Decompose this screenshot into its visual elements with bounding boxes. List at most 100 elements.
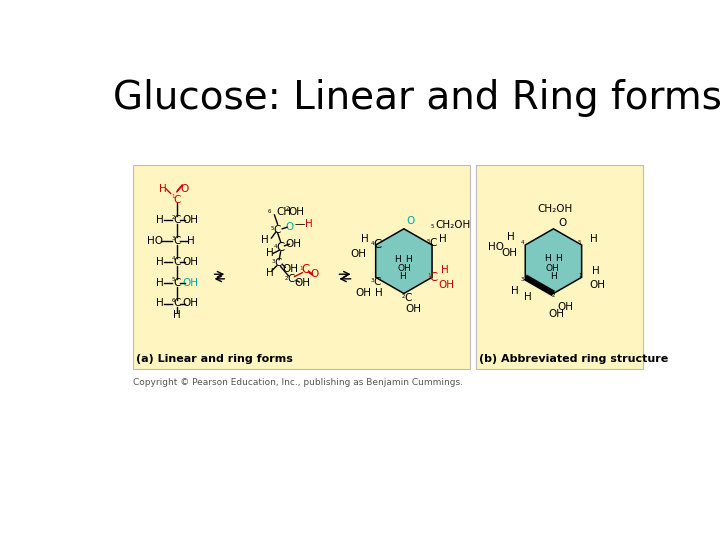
Text: H: H	[156, 299, 163, 308]
Bar	[476, 165, 642, 369]
Text: O: O	[559, 218, 567, 228]
Text: CH₂OH: CH₂OH	[435, 220, 470, 230]
Text: HO: HO	[487, 241, 503, 252]
Text: 5: 5	[271, 226, 274, 231]
Text: 1: 1	[427, 273, 431, 278]
Text: H: H	[590, 234, 598, 244]
Text: OH: OH	[351, 249, 366, 259]
Polygon shape	[376, 229, 432, 294]
Text: HO: HO	[147, 236, 163, 246]
Text: 4: 4	[371, 241, 374, 246]
Text: OH: OH	[294, 278, 310, 288]
Text: C: C	[288, 274, 295, 284]
Text: H: H	[399, 272, 405, 281]
Text: —: —	[294, 219, 305, 229]
Text: C: C	[173, 257, 181, 267]
Text: C: C	[373, 239, 382, 252]
Text: C: C	[374, 277, 381, 287]
Text: 4: 4	[274, 244, 277, 249]
Text: OH: OH	[438, 280, 454, 290]
Text: O: O	[406, 216, 414, 226]
Text: H: H	[544, 254, 551, 262]
Text: C: C	[429, 239, 436, 248]
Text: 5: 5	[577, 240, 581, 245]
Text: H: H	[405, 255, 412, 264]
Text: OH: OH	[183, 257, 199, 267]
Text: C: C	[173, 299, 181, 308]
Text: OH: OH	[397, 265, 410, 273]
Text: H: H	[441, 265, 449, 275]
Text: OH: OH	[545, 265, 559, 273]
Text: OH: OH	[289, 207, 305, 217]
Bar	[132, 165, 469, 369]
Text: H: H	[156, 215, 163, 225]
Text: O: O	[181, 184, 189, 194]
Text: OH: OH	[183, 278, 199, 288]
Text: OH: OH	[549, 308, 564, 319]
Text: C: C	[274, 225, 282, 234]
Text: Copyright © Pearson Education, Inc., publishing as Benjamin Cummings.: Copyright © Pearson Education, Inc., pub…	[132, 378, 463, 387]
Text: H: H	[173, 310, 181, 320]
Text: H: H	[305, 219, 312, 229]
Text: H: H	[261, 234, 269, 245]
Text: Glucose: Linear and Ring forms: Glucose: Linear and Ring forms	[113, 79, 720, 117]
Text: OH: OH	[558, 302, 574, 312]
Text: OH: OH	[502, 248, 518, 258]
Text: H: H	[550, 272, 557, 281]
Text: OH: OH	[589, 280, 605, 290]
Text: H: H	[266, 248, 274, 259]
Text: OH: OH	[183, 299, 199, 308]
Text: 6: 6	[172, 298, 175, 303]
Text: 1: 1	[578, 273, 582, 278]
Text: H: H	[187, 236, 194, 246]
Text: C: C	[302, 263, 310, 276]
Text: OH: OH	[355, 288, 372, 298]
Text: OH: OH	[183, 215, 199, 225]
Text: 2: 2	[402, 294, 405, 299]
Text: H: H	[156, 278, 163, 288]
Text: 5: 5	[427, 239, 431, 245]
Text: O: O	[310, 269, 319, 279]
Text: O: O	[286, 221, 294, 232]
Text: H: H	[510, 286, 518, 296]
Text: 5: 5	[172, 277, 175, 282]
Text: 6: 6	[268, 208, 271, 214]
Text: 2: 2	[172, 215, 175, 220]
Text: CH₂OH: CH₂OH	[537, 204, 572, 214]
Text: OH: OH	[286, 239, 302, 249]
Text: 2: 2	[285, 206, 289, 211]
Text: 4: 4	[521, 240, 523, 245]
Text: 2: 2	[285, 275, 289, 281]
Text: OH: OH	[282, 264, 298, 274]
Text: CH: CH	[276, 207, 291, 217]
Text: C: C	[430, 271, 438, 284]
Text: H: H	[592, 266, 600, 276]
Text: C: C	[405, 293, 413, 303]
Text: H: H	[554, 254, 562, 262]
Text: H: H	[375, 288, 382, 298]
Text: H: H	[439, 234, 447, 244]
Text: OH: OH	[405, 304, 421, 314]
Text: C: C	[173, 194, 181, 205]
Text: 4: 4	[172, 256, 175, 261]
Text: C: C	[276, 241, 285, 254]
Text: H: H	[159, 184, 167, 194]
Text: 1: 1	[299, 266, 302, 271]
Text: H: H	[508, 232, 516, 242]
Text: 3: 3	[271, 259, 275, 265]
Text: H: H	[266, 268, 274, 279]
Text: C: C	[173, 278, 181, 288]
Text: H: H	[395, 255, 401, 264]
Text: 3: 3	[371, 278, 374, 283]
Text: (a) Linear and ring forms: (a) Linear and ring forms	[136, 354, 292, 364]
Text: 5: 5	[430, 224, 433, 229]
Text: 2: 2	[552, 293, 555, 298]
Text: 3: 3	[521, 277, 523, 282]
Text: (b) Abbreviated ring structure: (b) Abbreviated ring structure	[479, 354, 668, 364]
Text: C: C	[173, 236, 181, 246]
Text: C: C	[173, 215, 181, 225]
Text: H: H	[361, 234, 369, 244]
Text: H: H	[156, 257, 163, 267]
Text: 1: 1	[172, 194, 175, 199]
Polygon shape	[526, 229, 582, 294]
